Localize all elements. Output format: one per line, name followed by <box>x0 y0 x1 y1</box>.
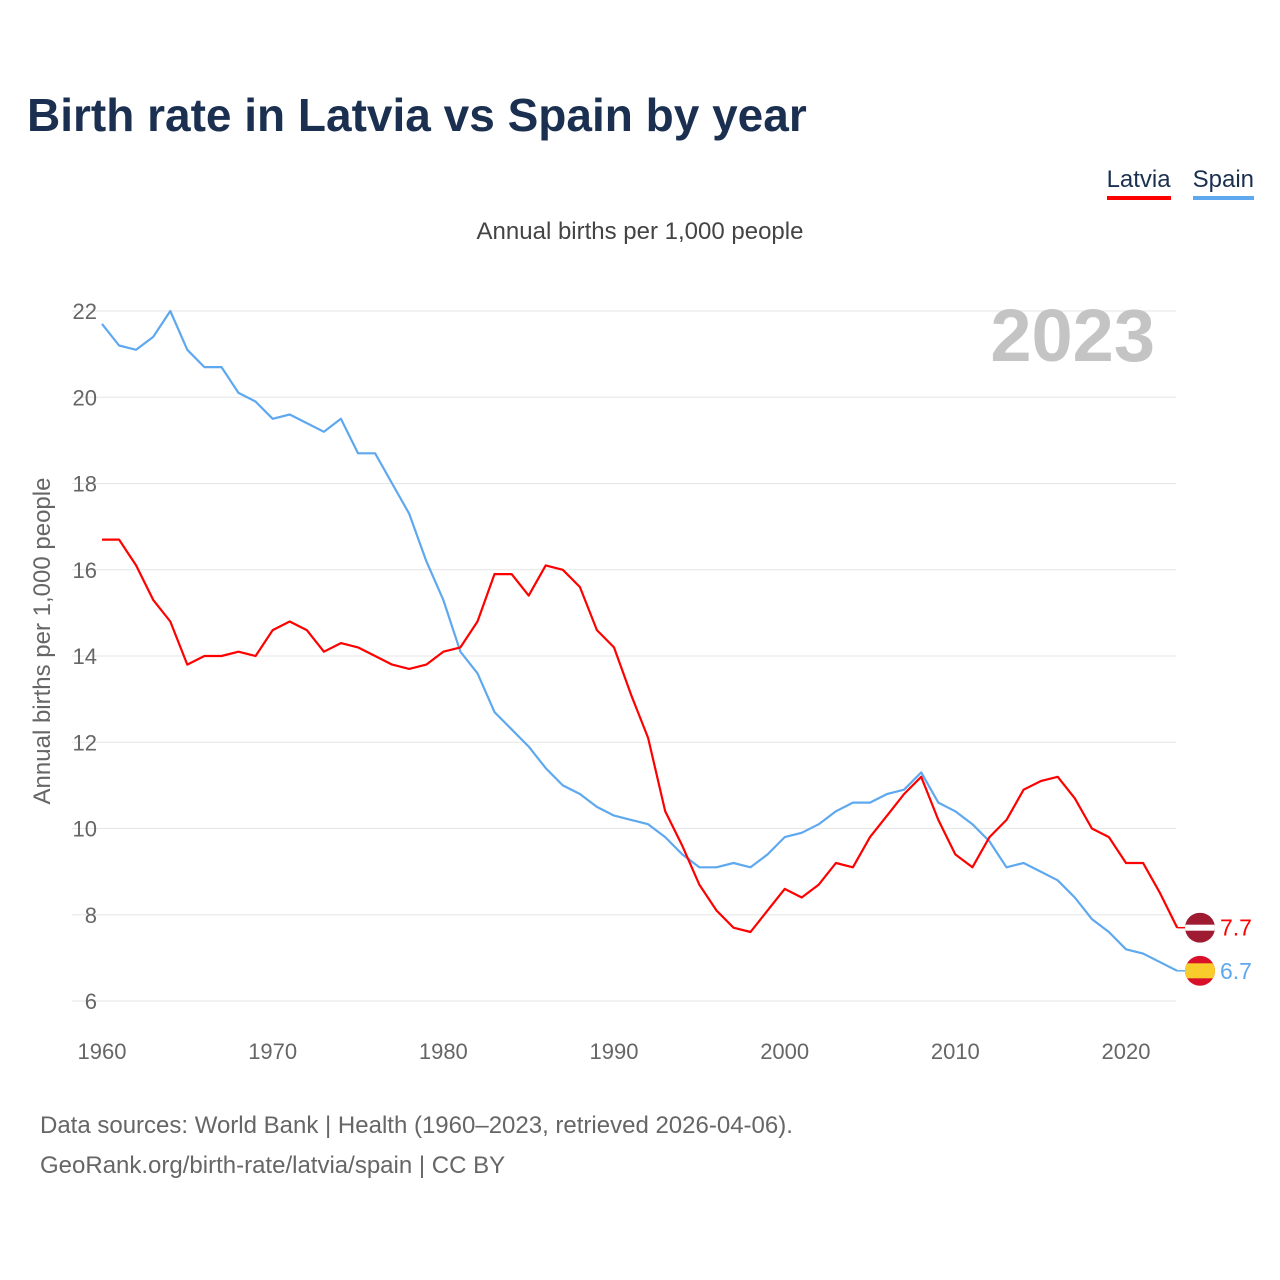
x-tick-label: 2010 <box>931 1039 980 1064</box>
flag-stripe <box>1185 924 1215 931</box>
end-value-label: 6.7 <box>1220 958 1252 984</box>
x-tick-label: 1970 <box>248 1039 297 1064</box>
legend: Latvia Spain <box>1106 166 1254 200</box>
x-tick-label: 1980 <box>419 1039 468 1064</box>
series-line-latvia <box>102 538 1179 934</box>
y-tick-label: 22 <box>73 299 97 324</box>
data-source: Data sources: World Bank | Health (1960–… <box>40 1112 793 1139</box>
legend-spain[interactable]: Spain <box>1192 166 1254 200</box>
y-axis-label: Annual births per 1,000 people <box>29 478 56 805</box>
year-watermark: 2023 <box>990 294 1155 377</box>
footer: Data sources: World Bank | Health (1960–… <box>40 1106 793 1186</box>
end-value-label: 7.7 <box>1220 915 1252 941</box>
y-tick-label: 8 <box>85 903 97 928</box>
source-link[interactable]: GeoRank.org/birth-rate/latvia/spain | CC… <box>40 1152 506 1179</box>
x-tick-label: 1960 <box>78 1039 127 1064</box>
y-tick-label: 6 <box>85 989 97 1014</box>
legend-latvia[interactable]: Latvia <box>1106 166 1171 200</box>
chart-subtitle: Annual births per 1,000 people <box>476 218 804 245</box>
flag <box>1185 955 1215 986</box>
y-tick-label: 12 <box>73 730 97 755</box>
x-tick-label: 2000 <box>760 1039 809 1064</box>
series-line-spain <box>101 309 1178 972</box>
x-tick-label: 2020 <box>1102 1039 1151 1064</box>
flag <box>1185 912 1215 943</box>
y-tick-label: 14 <box>73 644 97 669</box>
flag-stripe <box>1185 963 1215 979</box>
spain-flag-icon <box>1185 955 1215 986</box>
y-tick-label: 18 <box>73 472 97 497</box>
latvia-flag-icon <box>1185 912 1215 943</box>
y-tick-label: 16 <box>73 558 97 583</box>
chart-title: Birth rate in Latvia vs Spain by year <box>27 89 807 141</box>
y-tick-label: 10 <box>73 817 97 842</box>
y-tick-label: 20 <box>73 385 97 410</box>
x-tick-label: 1990 <box>590 1039 639 1064</box>
